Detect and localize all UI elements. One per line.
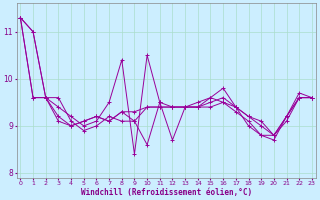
X-axis label: Windchill (Refroidissement éolien,°C): Windchill (Refroidissement éolien,°C): [81, 188, 252, 197]
